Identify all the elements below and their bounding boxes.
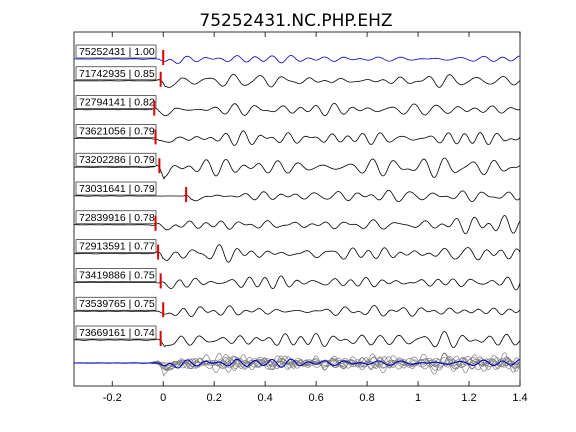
x-axis: -0.2 0 0.2 0.4 0.6 0.8 1 1.2 1.4 <box>103 32 528 404</box>
trace-73031641 <box>73 189 521 203</box>
trace-label-box <box>75 44 157 59</box>
trace-73669161 <box>74 331 521 348</box>
x-tick-label: 0.4 <box>257 392 272 404</box>
x-tick-label: -0.2 <box>103 392 122 404</box>
x-tick-label: 1.4 <box>512 392 527 404</box>
x-tick-label: 0 <box>160 392 166 404</box>
trace-72839916 <box>74 215 521 235</box>
trace-label-75252431: 75252431 | 1.00 <box>79 46 155 58</box>
trace-label-box <box>75 239 157 253</box>
plot-area: 75252431 | 1.00 71742935 | 0.85 72794141 |… <box>73 31 528 404</box>
trace-73419886 <box>74 275 521 291</box>
labels-layer: 75252431 | 1.00 71742935 | 0.85 72794141 |… <box>75 44 157 340</box>
trace-73539765 <box>73 304 521 318</box>
trace-label-box <box>75 66 157 81</box>
trace-72794141 <box>74 102 521 117</box>
trace-label-73669161: 73669161 | 0.74 <box>79 327 155 339</box>
trace-72913591 <box>74 244 521 263</box>
trace-label-box <box>75 325 157 340</box>
picks-layer <box>153 50 188 346</box>
trace-label-71742935: 71742935 | 0.85 <box>79 68 155 80</box>
chart-title: 75252431.NC.PHP.EHZ <box>199 11 392 31</box>
trace-73621056 <box>73 130 521 146</box>
trace-label-box <box>75 152 157 167</box>
stack-layer <box>73 352 521 377</box>
trace-label-72794141: 72794141 | 0.82 <box>79 97 155 109</box>
trace-label-box <box>75 268 157 282</box>
x-tick-label: 0.8 <box>359 392 374 404</box>
trace-73202286 <box>74 157 521 180</box>
trace-label-73202286: 73202286 | 0.79 <box>79 154 155 166</box>
x-tick-label: 0.2 <box>207 392 222 404</box>
x-tick-label: 0.6 <box>308 392 323 404</box>
trace-label-72913591: 72913591 | 0.77 <box>79 241 155 253</box>
trace-label-73539765: 73539765 | 0.75 <box>79 298 155 310</box>
trace-label-box <box>75 296 157 311</box>
trace-75252431 <box>74 54 521 64</box>
trace-label-73031641: 73031641 | 0.79 <box>79 183 155 195</box>
trace-label-box <box>75 95 157 109</box>
stack-trace-75252431 <box>74 358 521 369</box>
traces-layer <box>73 54 521 348</box>
x-tick-label: 1.2 <box>461 392 476 404</box>
trace-71742935 <box>74 74 521 88</box>
trace-label-73621056: 73621056 | 0.79 <box>79 125 155 137</box>
trace-label-73419886: 73419886 | 0.75 <box>79 269 155 281</box>
trace-label-box <box>75 181 157 196</box>
trace-label-72839916: 72839916 | 0.78 <box>79 212 155 224</box>
x-tick-label: 1 <box>415 392 421 404</box>
